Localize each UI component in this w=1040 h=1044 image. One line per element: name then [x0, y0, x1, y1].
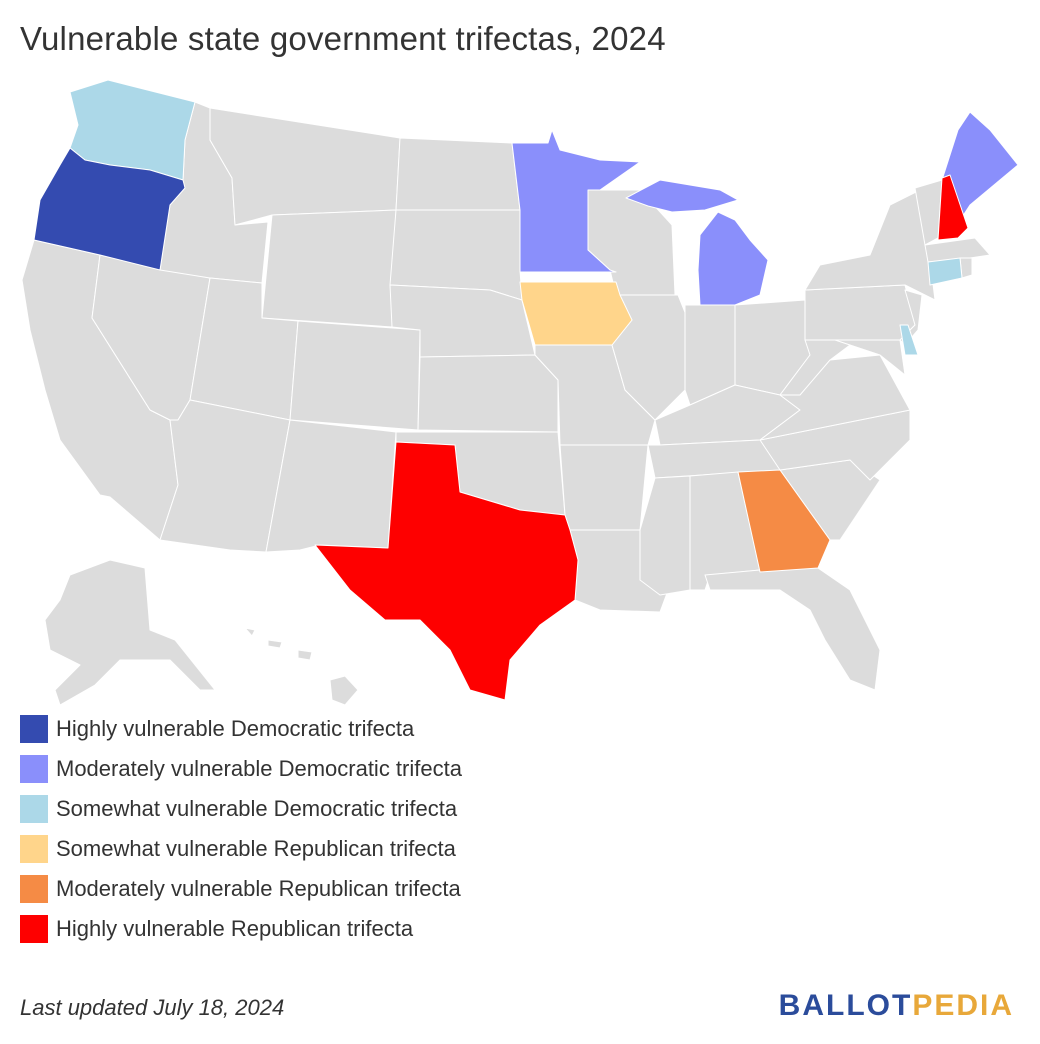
state-north-dakota — [395, 137, 521, 211]
legend-label: Highly vulnerable Republican trifecta — [56, 916, 414, 941]
legend-label: Moderately vulnerable Democratic trifect… — [56, 756, 462, 781]
legend-swatch — [20, 875, 48, 903]
legend-swatch — [20, 755, 48, 783]
legend-swatch — [20, 915, 48, 943]
highlighted-states — [33, 79, 1019, 701]
state-wyoming — [261, 209, 397, 328]
state-minnesota — [511, 129, 641, 273]
legend-label: Highly vulnerable Democratic trifecta — [56, 716, 415, 741]
state-michigan-upper — [625, 179, 739, 213]
state-texas — [314, 441, 579, 701]
legend-swatch — [20, 795, 48, 823]
state-colorado — [289, 320, 421, 431]
state-new-york — [804, 189, 936, 301]
legend-swatch — [20, 835, 48, 863]
state-michigan-lower — [697, 211, 769, 306]
state-montana — [209, 107, 401, 226]
state-mississippi — [639, 475, 691, 596]
state-new-hampshire — [937, 174, 969, 241]
state-connecticut — [927, 257, 963, 286]
state-massachusetts — [924, 237, 991, 263]
legend-label: Moderately vulnerable Republican trifect… — [56, 876, 461, 901]
state-alaska — [44, 559, 216, 706]
logo-part-ballot: BALLOT — [778, 989, 913, 1022]
legend-item: Highly vulnerable Republican trifecta — [20, 909, 462, 949]
state-kansas — [417, 354, 559, 433]
state-iowa — [519, 281, 633, 346]
ballotpedia-logo[interactable]: BALLOTPEDIA — [779, 989, 1014, 1023]
legend-item: Somewhat vulnerable Democratic trifecta — [20, 789, 462, 829]
legend: Highly vulnerable Democratic trifecta Mo… — [20, 709, 462, 949]
state-hawaii-islands — [244, 627, 313, 661]
legend-item: Moderately vulnerable Republican trifect… — [20, 869, 462, 909]
state-oregon — [33, 147, 186, 271]
noncontiguous-states — [44, 559, 359, 706]
legend-item: Moderately vulnerable Democratic trifect… — [20, 749, 462, 789]
state-pennsylvania — [804, 284, 916, 341]
page-title: Vulnerable state government trifectas, 2… — [20, 20, 666, 57]
state-hawaii — [329, 675, 359, 706]
state-florida — [704, 567, 881, 691]
us-states-map — [21, 79, 1019, 706]
legend-item: Somewhat vulnerable Republican trifecta — [20, 829, 462, 869]
other-states — [21, 101, 991, 691]
state-arkansas — [559, 444, 649, 531]
legend-label: Somewhat vulnerable Democratic trifecta — [56, 796, 458, 821]
state-georgia — [737, 469, 831, 573]
legend-swatch — [20, 715, 48, 743]
state-delaware — [899, 324, 919, 356]
legend-label: Somewhat vulnerable Republican trifecta — [56, 836, 456, 861]
state-maryland — [834, 339, 906, 376]
last-updated-note: Last updated July 18, 2024 — [20, 995, 285, 1020]
logo-part-pedia: PEDIA — [912, 989, 1014, 1022]
legend-item: Highly vulnerable Democratic trifecta — [20, 709, 462, 749]
